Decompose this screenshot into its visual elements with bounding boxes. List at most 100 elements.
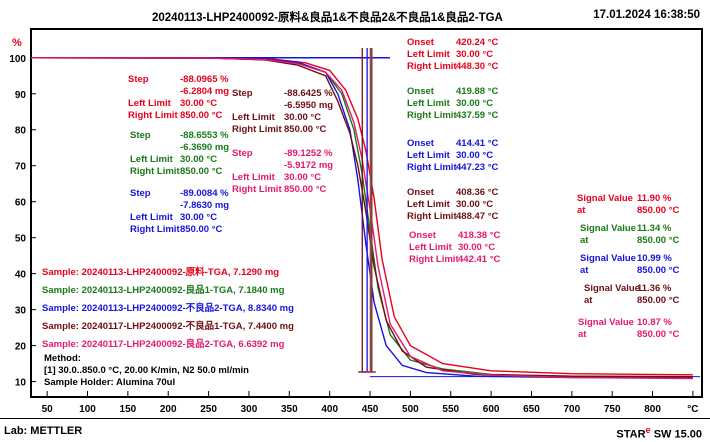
signal-magenta-value: 850.00 °C	[637, 329, 679, 340]
x-tick-label: 600	[483, 404, 500, 415]
series-line-5	[30, 57, 693, 380]
legend-entry: Sample: 20240117-LHP2400092-不良品1-TGA, 7.…	[42, 320, 294, 332]
onset-red-label: Left Limit	[407, 49, 451, 60]
signal-red-label: Signal Value	[577, 193, 633, 204]
method-line: [1] 30.0..850.0 °C, 20.00 K/min, N2 50.0…	[44, 365, 249, 376]
step-magenta-value: 850.00 °C	[284, 184, 326, 195]
step-brown-value: 850.00 °C	[284, 124, 326, 135]
signal-brown-value: 850.00 °C	[637, 295, 679, 306]
step-brown-value: -88.6425 %	[284, 88, 333, 99]
x-tick-label: 50	[42, 404, 54, 415]
step-magenta-value: -5.9172 mg	[284, 160, 333, 171]
signal-brown-value: 11.36 %	[637, 283, 672, 294]
signal-blue-label: at	[580, 265, 589, 276]
signal-red-value: 11.90 %	[637, 193, 672, 204]
x-tick-label: 550	[442, 404, 459, 415]
lab-label: Lab: METTLER	[4, 425, 83, 437]
onset-green-value: 419.88 °C	[456, 86, 498, 97]
step-brown-value: -6.5950 mg	[284, 100, 333, 111]
signal-brown-label: Signal Value	[584, 283, 640, 294]
plot-frame	[30, 28, 703, 398]
step-magenta-label: Right Limit	[232, 184, 282, 195]
signal-green-value: 11.34 %	[637, 223, 672, 234]
onset-green-value: 437.59 °C	[456, 110, 498, 121]
y-tick-label: 50	[15, 234, 27, 245]
step-blue-value: -89.0084 %	[180, 188, 229, 199]
onset-magenta-label: Right Limit	[409, 254, 459, 265]
x-tick-label: 650	[523, 404, 540, 415]
step-red-label: Right Limit	[128, 110, 178, 121]
step-green-value: -6.3690 mg	[180, 142, 229, 153]
onset-brown-value: 488.47 °C	[456, 211, 498, 222]
onset-green-label: Onset	[407, 86, 435, 97]
footer-bar: Lab: METTLER STARe SW 15.00	[0, 418, 710, 442]
step-blue-label: Step	[130, 188, 151, 199]
onset-green-label: Left Limit	[407, 98, 451, 109]
chart-title: 20240113-LHP2400092-原料&良品1&不良品2&不良品1&良品2…	[152, 12, 503, 24]
method-line: Sample Holder: Alumina 70ul	[44, 377, 175, 388]
onset-brown-label: Right Limit	[407, 211, 457, 222]
step-green-value: 850.00 °C	[180, 166, 222, 177]
signal-blue-value: 850.00 °C	[637, 265, 679, 276]
signal-green-label: Signal Value	[580, 223, 636, 234]
step-blue-value: 850.00 °C	[180, 224, 222, 235]
legend-entry: Sample: 20240113-LHP2400092-不良品2-TGA, 8.…	[42, 302, 294, 314]
x-tick-label: 350	[281, 404, 298, 415]
software-label: SW 15.00	[650, 428, 702, 441]
step-magenta-label: Step	[232, 148, 253, 159]
x-tick-label: 100	[79, 404, 96, 415]
onset-magenta-value: 418.38 °C	[458, 230, 500, 241]
legend-entry: Sample: 20240117-LHP2400092-良品2-TGA, 6.6…	[42, 338, 285, 350]
step-green-label: Step	[130, 130, 151, 141]
signal-blue-label: Signal Value	[580, 253, 636, 264]
y-tick-label: 70	[15, 162, 27, 173]
signal-brown-label: at	[584, 295, 593, 306]
y-tick-label: 30	[15, 306, 27, 317]
x-tick-label: 300	[241, 404, 258, 415]
step-magenta-value: -89.1252 %	[284, 148, 333, 159]
onset-blue-value: 447.23 °C	[456, 162, 498, 173]
signal-red-value: 850.00 °C	[637, 205, 679, 216]
step-magenta-label: Left Limit	[232, 172, 276, 183]
signal-red-label: at	[577, 205, 586, 216]
onset-blue-label: Right Limit	[407, 162, 457, 173]
signal-green-value: 850.00 °C	[637, 235, 679, 246]
step-blue-value: -7.8630 mg	[180, 200, 229, 211]
y-tick-label: 20	[15, 342, 27, 353]
onset-blue-value: 414.41 °C	[456, 138, 498, 149]
onset-red-value: 420.24 °C	[456, 37, 498, 48]
onset-brown-label: Left Limit	[407, 199, 451, 210]
onset-blue-value: 30.00 °C	[456, 150, 493, 161]
method-title: Method:	[44, 353, 81, 364]
step-brown-label: Left Limit	[232, 112, 276, 123]
step-red-value: 30.00 °C	[180, 98, 217, 109]
onset-red-label: Onset	[407, 37, 435, 48]
y-tick-label: 90	[15, 90, 27, 101]
report-datetime: 17.01.2024 16:38:50	[593, 9, 700, 21]
step-red-label: Left Limit	[128, 98, 172, 109]
step-green-value: 30.00 °C	[180, 154, 217, 165]
y-tick-label: 10	[15, 378, 27, 389]
signal-green-label: at	[580, 235, 589, 246]
onset-red-value: 448.30 °C	[456, 61, 498, 72]
step-red-label: Step	[128, 74, 149, 85]
software-version: STARe SW 15.00	[616, 425, 702, 441]
step-green-label: Left Limit	[130, 154, 174, 165]
onset-magenta-value: 442.41 °C	[458, 254, 500, 265]
y-tick-label: 60	[15, 198, 27, 209]
signal-magenta-value: 10.87 %	[637, 317, 672, 328]
signal-blue-value: 10.99 %	[637, 253, 672, 264]
step-red-value: -6.2804 mg	[180, 86, 229, 97]
step-blue-value: 30.00 °C	[180, 212, 217, 223]
x-tick-label: 800	[644, 404, 661, 415]
x-tick-label: 250	[200, 404, 217, 415]
onset-magenta-label: Left Limit	[409, 242, 453, 253]
x-tick-label: 500	[402, 404, 419, 415]
legend-entry: Sample: 20240113-LHP2400092-良品1-TGA, 7.1…	[42, 284, 285, 296]
onset-brown-value: 30.00 °C	[456, 199, 493, 210]
step-brown-label: Step	[232, 88, 253, 99]
step-brown-label: Right Limit	[232, 124, 282, 135]
onset-magenta-value: 30.00 °C	[458, 242, 495, 253]
